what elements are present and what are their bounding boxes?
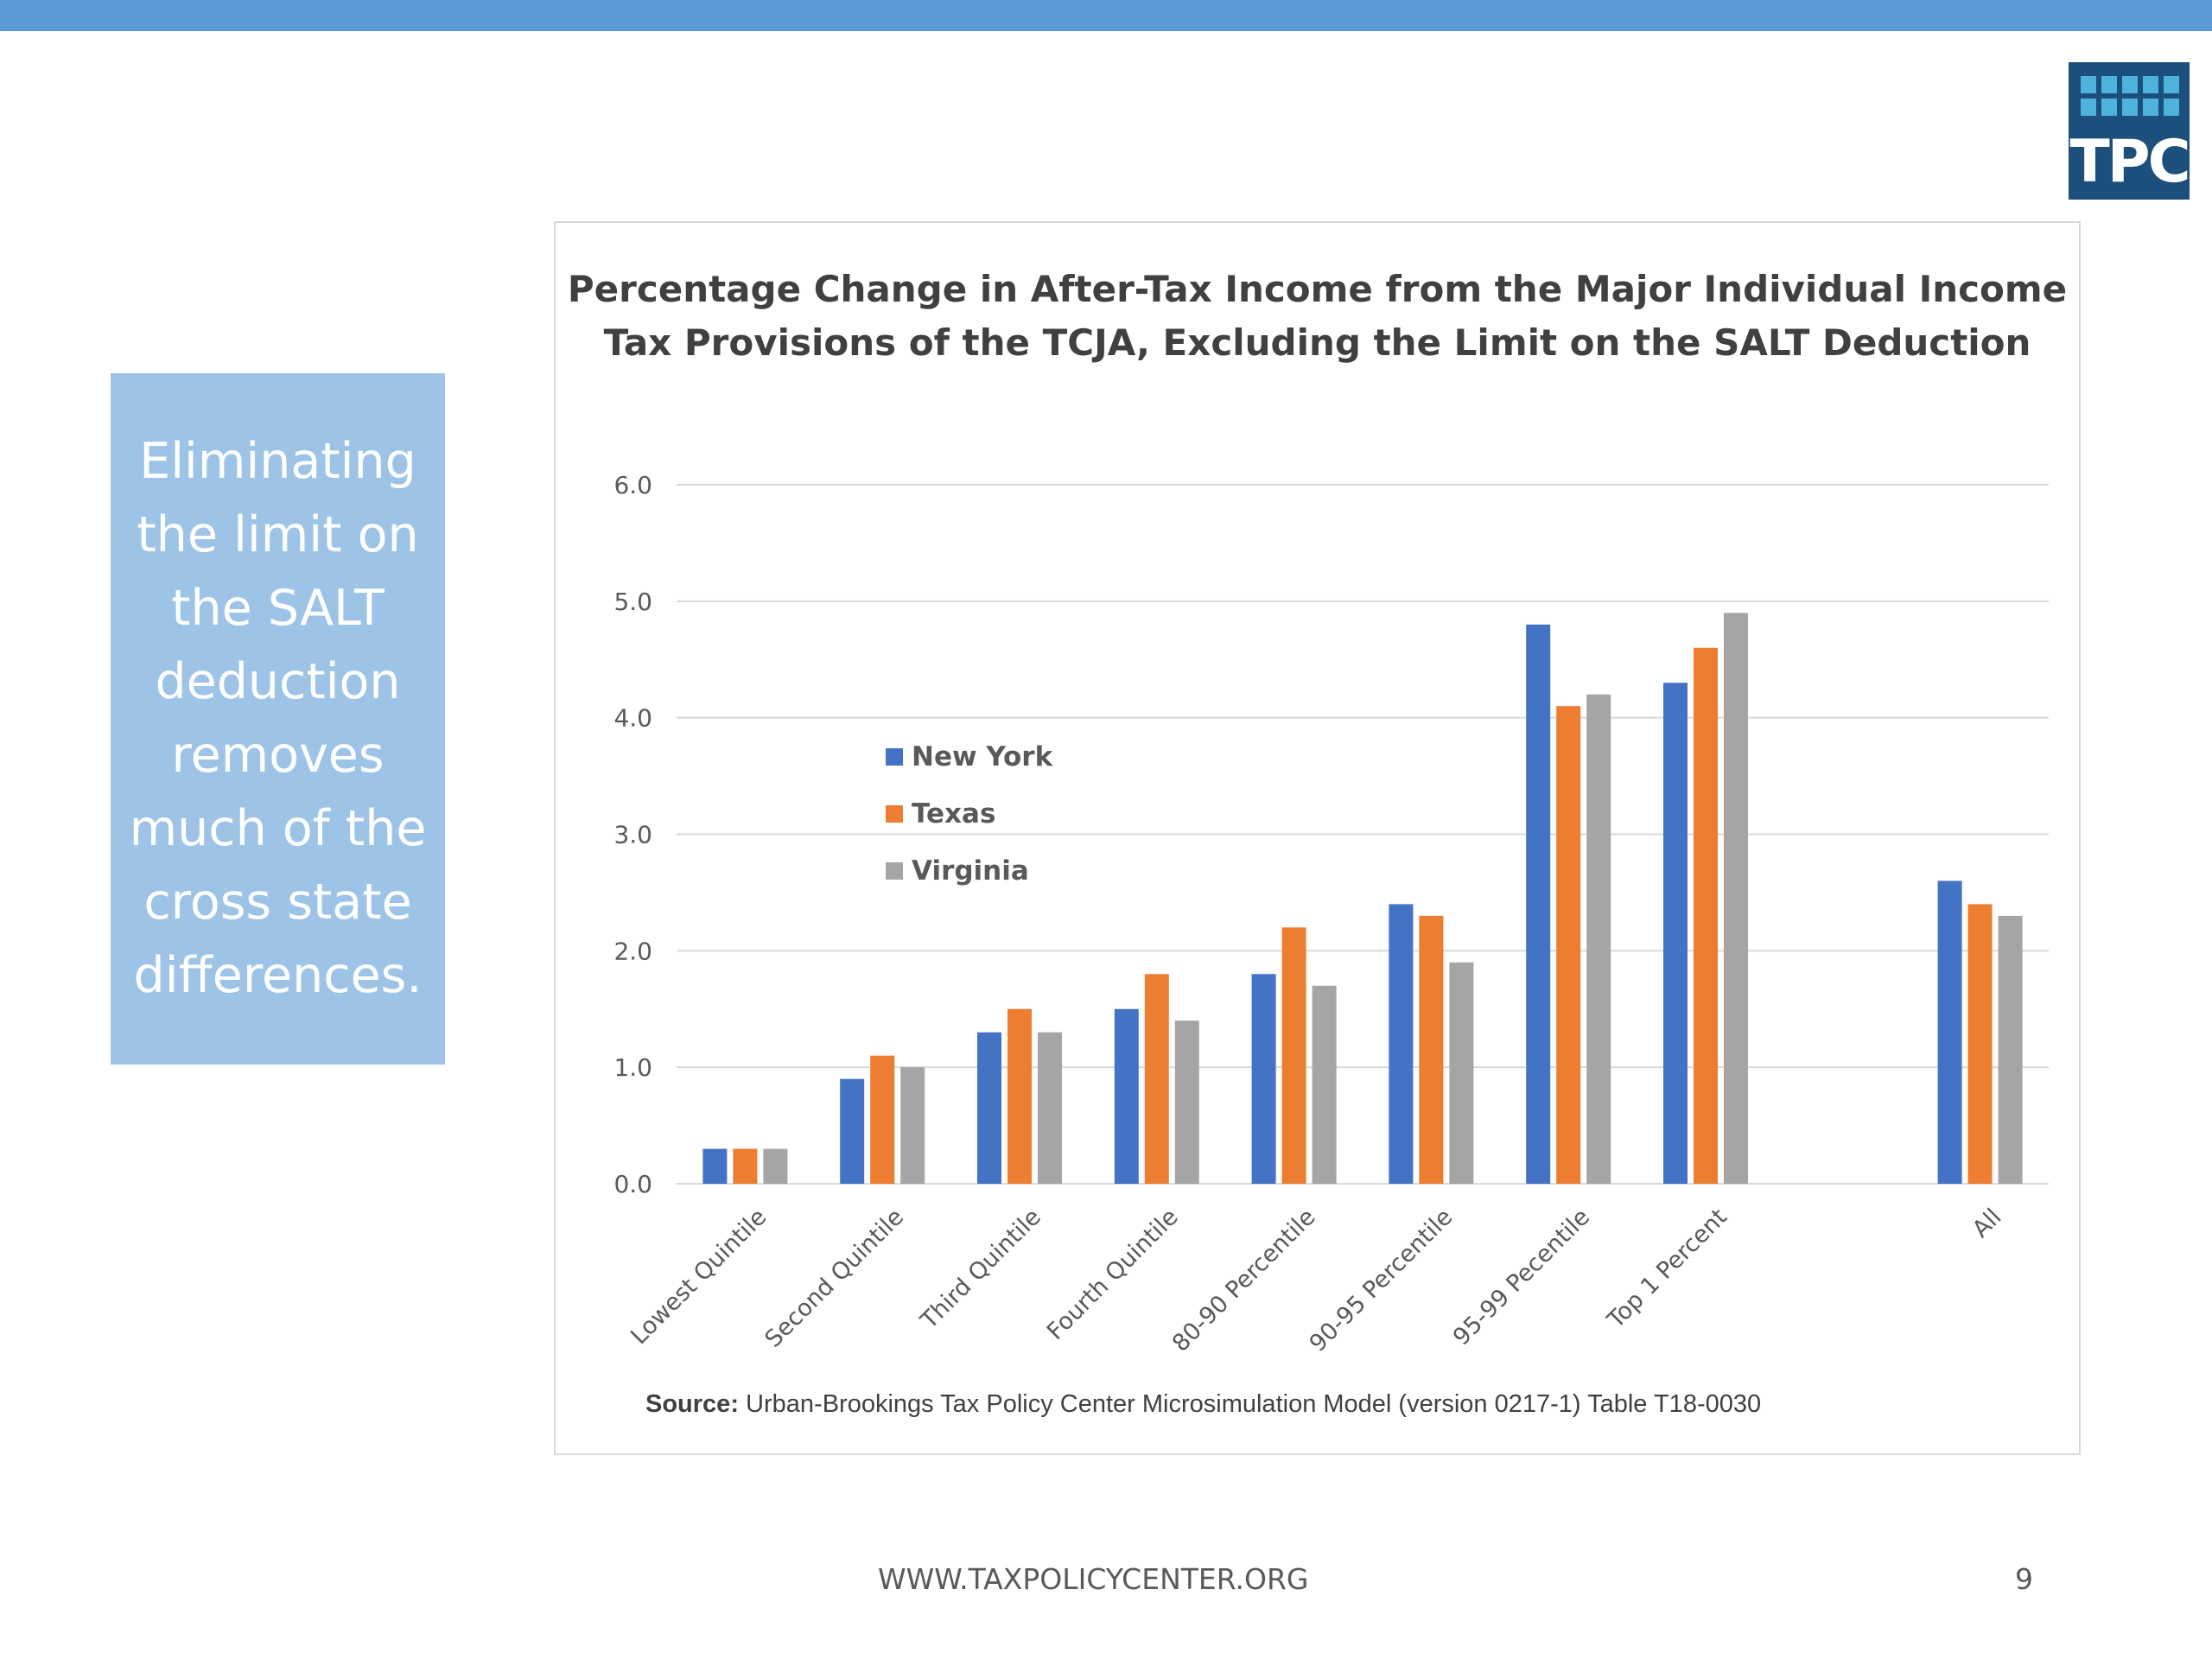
source-text: Urban-Brookings Tax Policy Center Micros… (746, 1390, 1762, 1418)
side-callout-text: Eliminating the limit on the SALT deduct… (129, 433, 427, 1004)
bar-new-york (840, 1078, 865, 1184)
bar-new-york (1663, 683, 1688, 1184)
bar-texas (1419, 915, 1444, 1184)
bar-virginia (1449, 962, 1474, 1184)
x-tick-label: Third Quintile (915, 1204, 1046, 1335)
source-note: Source: Urban-Brookings Tax Policy Cente… (645, 1390, 1761, 1419)
legend-swatch (886, 862, 903, 880)
legend-label: Texas (912, 798, 995, 830)
y-tick-label: 5.0 (613, 588, 652, 616)
legend-label: New York (912, 741, 1054, 772)
bar-virginia (900, 1067, 925, 1184)
bar-new-york (1937, 880, 1962, 1184)
footer-url[interactable]: WWW.TAXPOLICYCENTER.ORG (878, 1562, 1309, 1596)
y-tick-label: 0.0 (613, 1170, 652, 1198)
legend-swatch (886, 748, 903, 766)
bar-texas (1144, 974, 1169, 1184)
logo-text: TPC (2069, 128, 2190, 196)
bar-virginia (1038, 1032, 1062, 1184)
x-tick-label: Lowest Quintile (626, 1204, 772, 1350)
legend-label: Virginia (912, 855, 1029, 887)
bar-new-york (1526, 624, 1551, 1184)
source-label: Source: (645, 1390, 739, 1418)
bar-texas (1281, 927, 1306, 1184)
bar-virginia (1586, 694, 1611, 1184)
chart-frame: Percentage Change in After-Tax Income fr… (554, 221, 2081, 1455)
x-tick-label: All (1967, 1204, 2007, 1243)
bar-texas (1967, 904, 1993, 1184)
chart-title: Percentage Change in After-Tax Income fr… (567, 268, 2068, 364)
y-tick-label: 3.0 (613, 821, 652, 849)
y-tick-label: 1.0 (613, 1053, 652, 1082)
bar-virginia (1724, 613, 1748, 1184)
x-tick-label: Second Quintile (760, 1204, 910, 1353)
bar-new-york (1389, 904, 1414, 1184)
bar-texas (1007, 1008, 1032, 1184)
bar-texas (870, 1055, 895, 1184)
x-tick-label: 90-95 Percentile (1305, 1204, 1459, 1357)
page-number: 9 (2015, 1562, 2033, 1596)
x-tick-label: Top 1 Percent (1602, 1204, 1732, 1334)
bar-virginia (1998, 915, 2023, 1184)
legend-swatch (886, 805, 903, 823)
side-callout-box: Eliminating the limit on the SALT deduct… (111, 373, 445, 1065)
x-tick-label: 80-90 Percentile (1167, 1204, 1321, 1357)
y-tick-label: 6.0 (613, 471, 652, 499)
bar-new-york (1251, 974, 1276, 1184)
bar-virginia (1174, 1020, 1199, 1184)
bar-texas (1694, 647, 1718, 1184)
y-tick-label: 4.0 (613, 704, 652, 733)
x-tick-label: 95-99 Pecentile (1448, 1204, 1595, 1351)
bar-texas (733, 1148, 758, 1184)
x-tick-label: Fourth Quintile (1042, 1204, 1184, 1345)
y-tick-label: 2.0 (613, 937, 652, 965)
top-accent-bar (0, 0, 2212, 31)
bar-new-york (977, 1032, 1001, 1184)
bar-new-york (702, 1148, 728, 1184)
bar-chart: 0.0 1.0 2.0 3.0 4.0 5.0 6.0 Lowest QuintileSeco… (613, 471, 2049, 1357)
bar-virginia (763, 1148, 788, 1184)
bar-new-york (1114, 1008, 1139, 1184)
bar-virginia (1312, 985, 1337, 1184)
tpc-logo: TPC (2069, 62, 2191, 200)
bar-texas (1556, 706, 1581, 1184)
